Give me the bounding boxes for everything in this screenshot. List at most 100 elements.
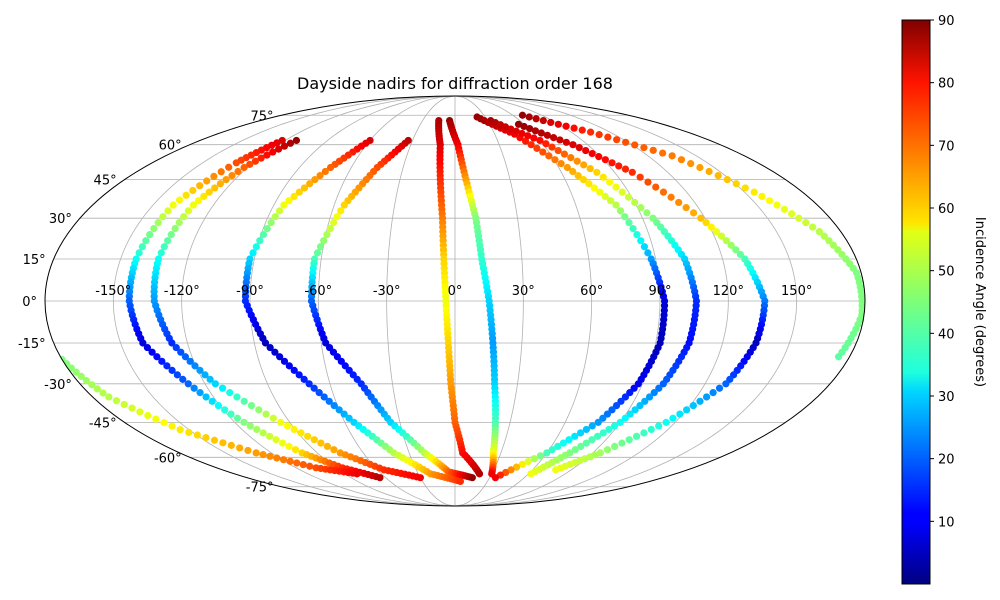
data-point [168,339,176,347]
data-point [709,389,717,397]
data-point [468,474,476,482]
data-point [313,249,322,257]
data-point [624,193,633,201]
scatter-points [58,111,865,486]
lat-tick-label: -60° [154,451,182,466]
data-point [105,393,113,401]
data-point [595,131,603,139]
data-point [176,196,184,204]
lon-tick-label: 60° [580,284,603,299]
data-point [625,219,633,227]
data-point [732,246,740,254]
data-point [210,436,219,444]
data-point [631,141,639,149]
data-point [152,415,160,423]
data-point [554,120,562,128]
colorbar-label: Incidence Angle (degrees) [972,217,987,387]
data-point [263,225,271,233]
data-point [715,384,724,392]
graticule-grid [45,96,865,506]
data-point [697,214,705,222]
data-point [525,113,533,121]
data-point [758,192,766,200]
data-point [153,353,161,361]
lon-tick-label: 30° [512,284,535,299]
data-point [636,173,644,181]
data-point [158,357,166,365]
data-point [612,201,620,209]
data-point [577,442,585,450]
data-point [599,429,607,437]
data-point [335,406,343,414]
data-point [300,375,308,383]
colorbar-tick-label: 80 [938,77,955,92]
data-point [514,120,523,128]
data-point [552,466,560,474]
data-point [644,249,652,257]
data-point [548,143,556,151]
data-point [325,397,333,405]
data-point [655,422,663,430]
data-point [269,148,277,156]
data-point [527,141,535,149]
data-point [530,455,538,463]
data-point [545,152,553,160]
data-point [780,205,789,213]
data-point [240,397,248,405]
data-point [236,444,244,452]
lon-tick-label: 0° [448,284,463,299]
data-point [640,144,648,152]
data-point [687,159,695,168]
data-point [626,389,634,397]
data-point [227,441,235,449]
data-point [304,432,312,440]
lon-tick-label: -120° [164,284,200,299]
data-point [330,446,338,454]
data-point [150,225,158,233]
data-point [285,442,293,450]
data-point [644,178,652,186]
data-point [291,446,300,454]
data-point [261,339,270,347]
data-point [340,201,348,209]
lat-tick-label: -30° [44,378,72,393]
data-point [625,436,633,444]
lon-tick-label: 120° [713,284,744,299]
data-point [194,197,203,205]
data-point [316,243,325,251]
data-point [596,188,604,196]
data-point [135,249,143,257]
data-point [280,201,288,209]
colorbar-tick-label: 60 [938,202,955,217]
lat-tick-label: 0° [22,295,37,310]
data-point [225,163,233,171]
data-point [585,180,593,188]
lat-tick-label: 45° [94,174,117,189]
data-point [643,209,651,217]
data-point [184,207,192,215]
data-point [279,456,288,464]
data-point [280,142,289,150]
data-point [146,231,154,239]
data-point [259,451,267,459]
data-point [659,188,668,196]
data-point [573,157,581,165]
data-point [590,184,598,192]
data-point [203,177,211,185]
data-point [184,380,192,388]
data-point [551,156,559,164]
data-point [205,188,213,196]
data-point [586,164,594,173]
data-point [221,406,229,414]
data-point [164,237,172,245]
lon-tick-label: -60° [304,284,332,299]
data-point [163,362,171,370]
data-point [340,410,348,418]
data-point [834,353,843,361]
data-point [72,368,80,376]
data-point [570,124,578,132]
data-point [171,225,179,233]
data-point [524,132,532,140]
data-point [531,127,540,135]
data-point [323,231,331,239]
